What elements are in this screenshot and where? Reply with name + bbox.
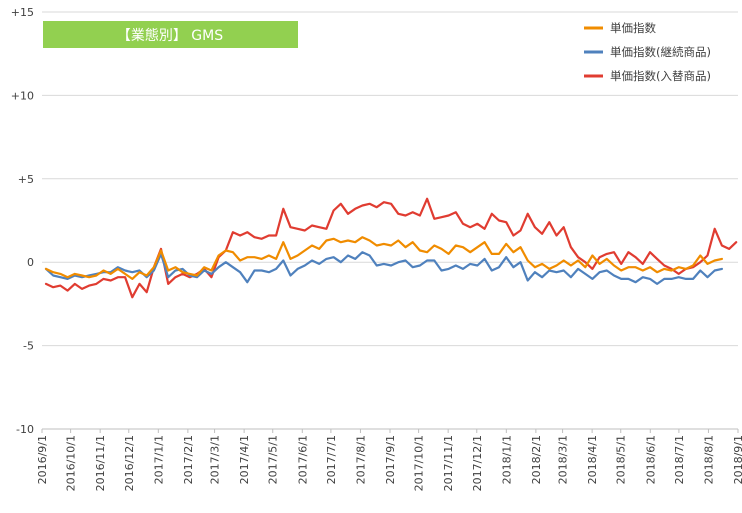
x-tick-label: 2017/8/1 [354, 435, 367, 484]
y-tick-label: +15 [11, 6, 34, 19]
x-tick-label: 2018/2/1 [530, 435, 543, 484]
x-tick-label: 2016/12/1 [123, 435, 136, 491]
series-line [44, 251, 724, 285]
x-tick-label: 2016/10/1 [65, 435, 78, 491]
x-tick-label: 2018/1/1 [500, 435, 513, 484]
x-tick-label: 2016/11/1 [94, 435, 107, 491]
x-tick-label: 2017/4/1 [238, 435, 251, 484]
x-tick-label: 2017/2/1 [182, 435, 195, 484]
x-tick-label: 2017/6/1 [296, 435, 309, 484]
x-tick-label: 2016/9/1 [36, 435, 49, 484]
y-tick-label: -10 [16, 423, 34, 436]
y-axis-tick-labels: +15 +10 +5 0 -5 -10 [11, 6, 34, 436]
x-tick-label: 2018/9/1 [732, 435, 742, 484]
gridlines [42, 11, 738, 347]
series-lines [44, 197, 738, 299]
chart-title-box: 【業態別】 GMS [43, 21, 298, 48]
x-tick-label: 2018/5/1 [615, 435, 628, 484]
chart-title: 【業態別】 GMS [117, 28, 223, 44]
x-tick-label: 2017/7/1 [325, 435, 338, 484]
x-tick-label: 2018/7/1 [673, 435, 686, 484]
x-tick-label: 2018/8/1 [702, 435, 715, 484]
x-tick-label: 2017/9/1 [384, 435, 397, 484]
x-tick-label: 2017/5/1 [267, 435, 280, 484]
x-tick-label: 2018/3/1 [557, 435, 570, 484]
x-tick-label: 2017/10/1 [413, 435, 426, 491]
y-tick-label: +5 [18, 173, 34, 186]
y-tick-label: +10 [11, 89, 34, 102]
chart-title-background [43, 21, 298, 48]
series-line [44, 197, 738, 299]
legend-label: 単価指数(入替商品) [610, 69, 711, 83]
x-tick-label: 2017/1/1 [152, 435, 165, 484]
y-tick-label: -5 [23, 340, 34, 353]
x-tick-label: 2018/4/1 [586, 435, 599, 484]
legend-label: 単価指数(継続商品) [610, 45, 711, 59]
legend-label: 単価指数 [610, 21, 656, 35]
x-tick-label: 2018/6/1 [644, 435, 657, 484]
series-line [44, 236, 724, 280]
x-tick-label: 2017/11/1 [442, 435, 455, 491]
x-axis-tick-labels: 2016/9/1 2016/10/1 2016/11/1 2016/12/1 2017/… [36, 429, 742, 491]
x-tick-label: 2017/3/1 [209, 435, 222, 484]
x-tick-label: 2017/12/1 [471, 435, 484, 491]
y-tick-label: 0 [27, 256, 34, 269]
